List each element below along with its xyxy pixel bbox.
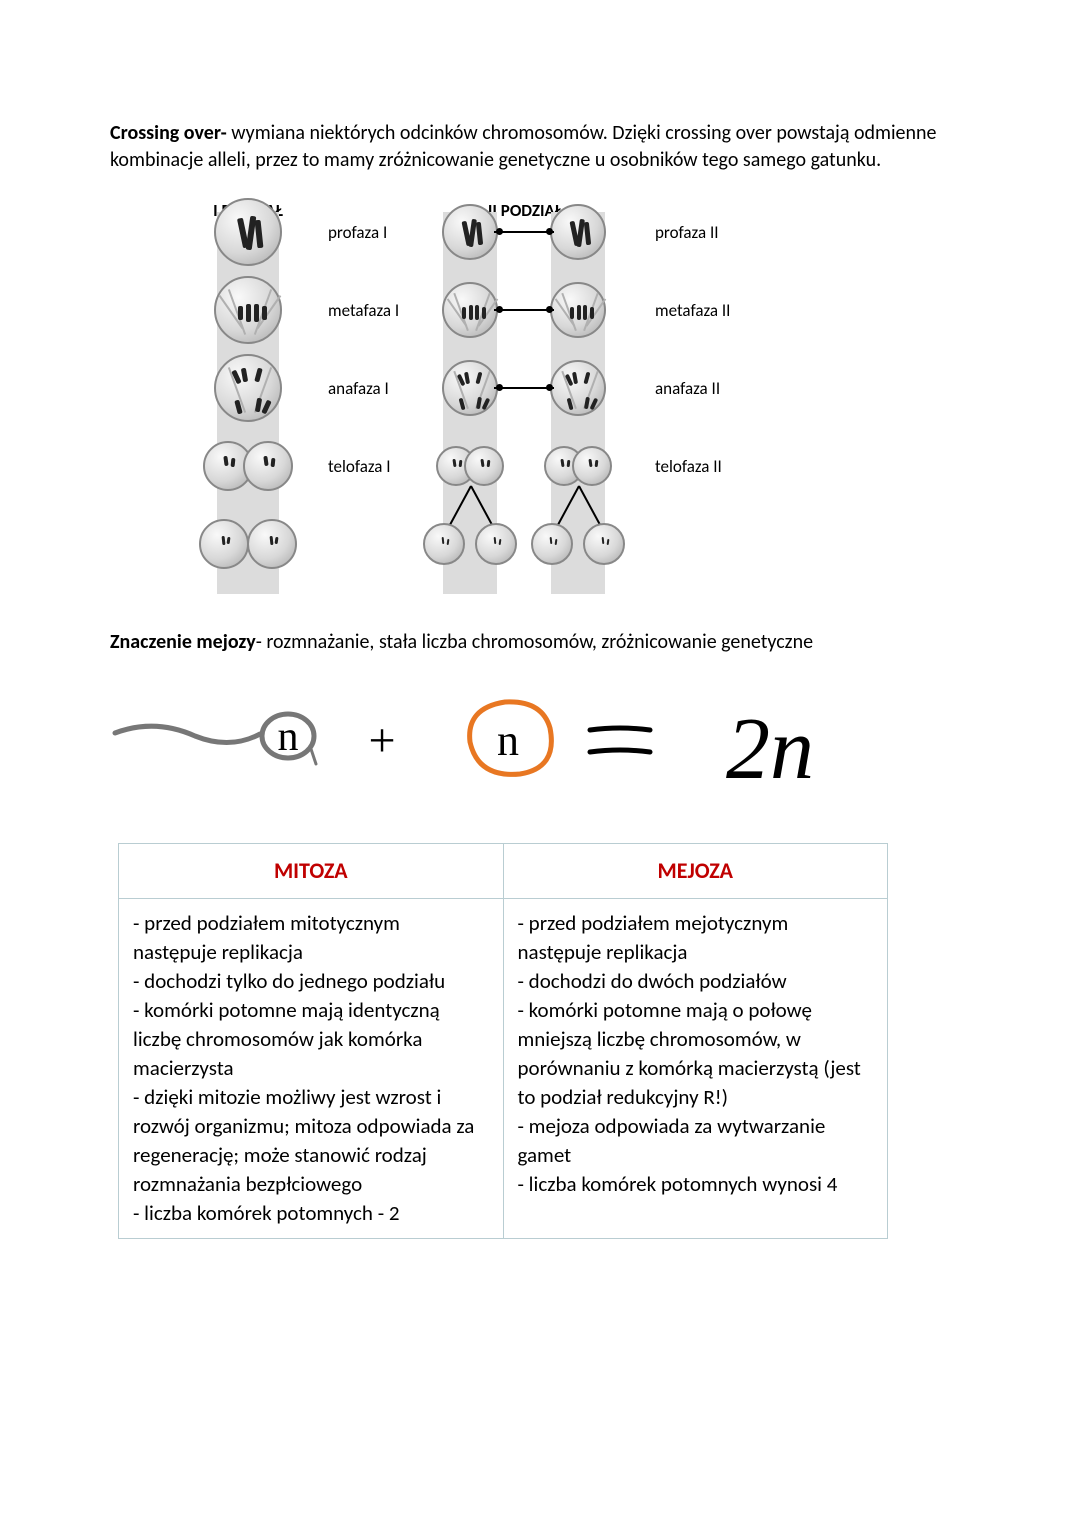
cell-mejoza: - przed podziałem mejotycznym następuje … — [503, 899, 888, 1239]
cell-icon — [247, 519, 297, 569]
cell-icon — [423, 523, 465, 565]
cell-icon — [475, 523, 517, 565]
phase-label: anafaza II — [655, 378, 720, 401]
fertilization-equation: n + n 2n — [110, 678, 930, 813]
meiosis-diagram: I PODZIAŁII PODZIAŁprofaza Imetafaza Ian… — [110, 192, 750, 607]
cell-icon — [550, 282, 606, 338]
cell-icon — [214, 276, 282, 344]
significance-text: - rozmnażanie, stała liczba chromosomów,… — [256, 630, 813, 654]
cell-icon — [442, 360, 498, 416]
phase-label: telofaza I — [328, 456, 391, 479]
cell-icon — [531, 523, 573, 565]
cell-icon — [243, 441, 293, 491]
crossing-over-paragraph: Crossing over- wymiana niektórych odcink… — [110, 120, 970, 174]
egg-n-text: n — [497, 716, 519, 765]
phase-label: metafaza I — [328, 300, 399, 323]
cell-icon — [583, 523, 625, 565]
cell-mitoza: - przed podziałem mitotycznym następuje … — [119, 899, 504, 1239]
mitoza-mejoza-table: MITOZA MEJOZA - przed podziałem mitotycz… — [118, 843, 888, 1239]
cell-icon — [550, 204, 606, 260]
table-header-row: MITOZA MEJOZA — [119, 844, 888, 899]
phase-label: anafaza I — [328, 378, 389, 401]
cell-icon — [442, 204, 498, 260]
sperm-tail-icon — [115, 726, 260, 742]
table-row: - przed podziałem mitotycznym następuje … — [119, 899, 888, 1239]
phase-label: metafaza II — [655, 300, 730, 323]
cell-icon — [464, 446, 504, 486]
cell-icon — [214, 354, 282, 422]
col-header-mitoza: MITOZA — [119, 844, 504, 899]
col-header-mejoza: MEJOZA — [503, 844, 888, 899]
sperm-n-text: n — [278, 714, 299, 760]
phase-label: telofaza II — [655, 456, 722, 479]
equals-bottom — [590, 750, 650, 752]
crossing-over-def: wymiana niektórych odcinków chromosomów.… — [110, 121, 936, 172]
result-2n: 2n — [726, 701, 814, 798]
phase-label: profaza I — [328, 222, 387, 245]
significance-paragraph: Znaczenie mejozy- rozmnażanie, stała lic… — [110, 629, 970, 656]
cell-icon — [199, 519, 249, 569]
cell-icon — [214, 198, 282, 266]
crossing-over-term: Crossing over- — [110, 121, 227, 145]
phase-label: profaza II — [655, 222, 719, 245]
cell-icon — [442, 282, 498, 338]
cell-icon — [550, 360, 606, 416]
significance-term: Znaczenie mejozy — [110, 630, 256, 654]
cell-icon — [572, 446, 612, 486]
sperm-downstroke-icon — [310, 746, 316, 764]
equals-top — [590, 728, 650, 730]
plus-sign: + — [368, 714, 395, 767]
